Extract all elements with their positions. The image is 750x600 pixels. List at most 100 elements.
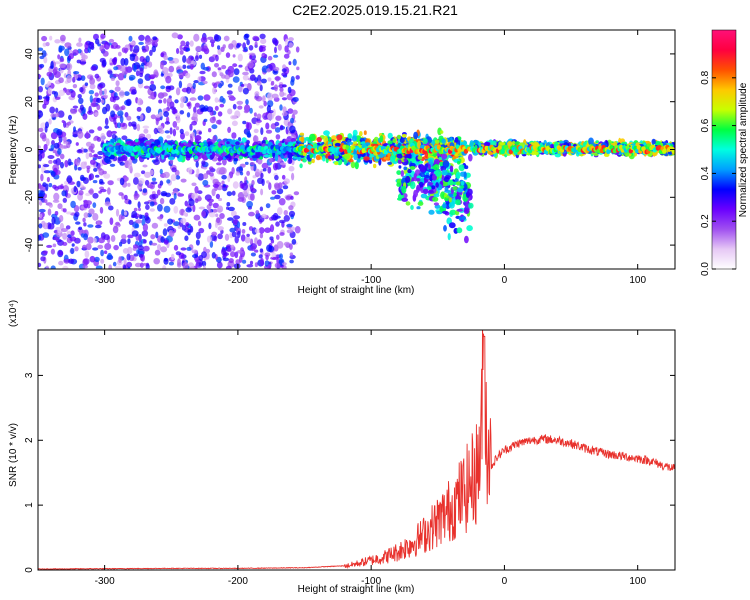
spectrogram-cell (38, 86, 43, 93)
spectrogram-cell (160, 191, 168, 197)
spectrogram-cell (143, 262, 147, 266)
spectrogram-cell (438, 156, 442, 160)
spectrogram-cell (66, 63, 71, 69)
spectrogram-cell (181, 224, 186, 231)
spectrogram-cell (43, 143, 48, 151)
spectrogram-cell (117, 110, 124, 117)
spectrogram-cell (99, 57, 106, 63)
spectrogram-cell (85, 243, 92, 251)
spectrogram-cell (250, 162, 255, 166)
spectrogram-cell (217, 111, 223, 117)
spectrogram-cell (165, 75, 172, 84)
spectrogram-cell (198, 227, 205, 234)
spectrogram-cell (228, 43, 234, 50)
spectrogram-cell (356, 158, 361, 163)
spectrogram-cell (189, 225, 194, 233)
spectrogram-cell (70, 247, 75, 255)
spectrogram-cell (96, 104, 101, 111)
spectrogram-cell (75, 158, 81, 166)
spectrogram-cell (92, 202, 97, 209)
spectrogram-cell (99, 45, 105, 52)
spectrogram-cell (102, 170, 107, 175)
spectrogram-cell (209, 39, 216, 44)
spectrogram-cell (273, 84, 279, 92)
spectrogram-cell (57, 228, 62, 234)
spectrogram-cell (226, 90, 233, 95)
spectrogram-cell (467, 188, 473, 196)
spectrogram-cell (74, 74, 79, 80)
spectrogram-cell (271, 214, 277, 221)
spectrogram-cell (261, 162, 269, 169)
spectrogram-cell (82, 148, 88, 153)
spectrogram-cell (100, 132, 106, 141)
spectrogram-cell (157, 189, 161, 196)
spectrogram-cell (211, 188, 216, 197)
spectrogram-cell (215, 54, 219, 62)
spectrogram-cell (227, 217, 234, 221)
spectrogram-cell (137, 182, 143, 191)
spectrogram-cell (192, 82, 196, 90)
spectrogram-cell (163, 98, 167, 104)
spectrogram-cell (466, 225, 473, 232)
spectrogram-cell (65, 88, 71, 96)
spectrogram-cell (198, 54, 203, 60)
spectrogram-cell (152, 36, 158, 41)
spectrogram-cell (222, 98, 226, 104)
spectrogram-cell (121, 234, 127, 240)
spectrogram-cell (87, 224, 94, 228)
spectrogram-cell (242, 259, 247, 264)
spectrogram-cell (107, 180, 114, 186)
spectrogram-cell (222, 184, 226, 188)
spectrogram-cell (461, 215, 467, 221)
spectrogram-cell (228, 70, 234, 78)
spectrogram-cell (54, 211, 59, 216)
spectrogram-cell (92, 192, 99, 199)
spectrogram-cell (57, 239, 65, 246)
spectrogram-cell (422, 138, 428, 145)
spectrogram-cell (227, 126, 232, 133)
spectrogram-cell (92, 157, 97, 161)
spectrogram-cell (448, 197, 453, 203)
spectrogram-cell (53, 71, 61, 78)
spectrogram-cell (182, 55, 187, 63)
spectrogram-cell (281, 68, 287, 73)
spectrogram-cell (463, 171, 467, 179)
spectrogram-cell (48, 183, 53, 188)
spectrogram-cell (118, 192, 124, 196)
spectrogram-cell (268, 182, 272, 191)
spectrogram-cell (89, 83, 96, 90)
spectrogram-cell (74, 211, 80, 217)
spectrogram-cell (144, 171, 151, 178)
spectrogram-cell (157, 244, 162, 251)
spectrogram-cell (142, 125, 150, 129)
spectrogram-cell (296, 66, 300, 71)
spectrogram-cell (43, 199, 48, 204)
spectrogram-cell (274, 174, 279, 181)
spectrogram-cell (173, 187, 178, 196)
spectrogram-cell (237, 192, 245, 200)
spectrogram-cell (92, 213, 99, 221)
spectrogram-cell (38, 223, 43, 229)
spectrogram-cell (193, 106, 197, 114)
spectrogram-cell (396, 134, 401, 140)
spectrogram-cell (256, 80, 262, 86)
spectrogram-cell (148, 95, 155, 99)
spectrogram-cell (83, 222, 87, 227)
spectrogram-cell (331, 153, 335, 161)
spectrogram-central-band (102, 144, 675, 155)
spectrogram-cell (246, 264, 254, 268)
spectrogram-cell (283, 241, 291, 247)
spectrogram-cell (217, 233, 223, 240)
spectrogram-cell (97, 126, 103, 131)
spectrogram-cell (88, 41, 95, 50)
spectrogram-cell (246, 200, 254, 208)
spectrogram-cell (415, 178, 421, 182)
spectrogram-cell (57, 203, 63, 210)
spectrogram-cell (233, 215, 241, 220)
spectrogram-cell (42, 182, 47, 188)
spectrogram-cell (135, 70, 140, 77)
spectrogram-cell (221, 174, 227, 180)
spectrogram-cell (191, 182, 197, 187)
spectrogram-cell (133, 195, 139, 201)
spectrogram-cell (270, 82, 274, 86)
